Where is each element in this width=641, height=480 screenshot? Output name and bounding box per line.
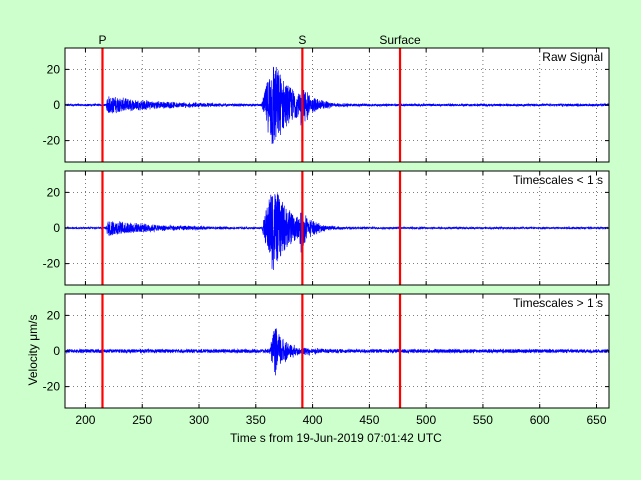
signal-trace	[65, 193, 609, 270]
phase-marker-label: S	[298, 33, 306, 47]
y-tick-label: -20	[43, 257, 61, 271]
panel-title: Raw Signal	[542, 50, 603, 64]
x-tick-label: 450	[359, 413, 379, 427]
panel-1: -20 0 20 Raw Signal P S Surface	[43, 33, 610, 163]
y-tick-label: 0	[53, 98, 60, 112]
panel-title: Timescales > 1 s	[513, 296, 603, 310]
x-tick-label: 350	[246, 413, 266, 427]
x-tick-label: 600	[530, 413, 550, 427]
x-tick-label: 650	[586, 413, 606, 427]
x-tick-label: 550	[473, 413, 493, 427]
y-tick-label: 0	[53, 344, 60, 358]
x-tick-label: 500	[416, 413, 436, 427]
y-tick-label: 20	[47, 62, 61, 76]
x-tick-label: 200	[75, 413, 95, 427]
x-axis-label: Time s from 19-Jun-2019 07:01:42 UTC	[230, 431, 442, 445]
panel-title: Timescales < 1 s	[513, 173, 603, 187]
phase-marker-label: P	[98, 33, 106, 47]
x-tick-label: 250	[132, 413, 152, 427]
x-tick-label: 300	[189, 413, 209, 427]
signal-trace	[65, 328, 609, 376]
y-tick-label: 0	[53, 221, 60, 235]
phase-marker-label: Surface	[379, 33, 421, 47]
signal-trace	[65, 66, 609, 144]
y-tick-label: -20	[43, 380, 61, 394]
y-tick-label: -20	[43, 134, 61, 148]
y-tick-label: 20	[47, 185, 61, 199]
panel-2: -20 0 20 Timescales < 1 s	[43, 170, 610, 286]
x-tick-label: 400	[303, 413, 323, 427]
y-axis-label: Velocity μm/s	[26, 315, 40, 386]
y-tick-label: 20	[47, 308, 61, 322]
panel-3: -20 0 20 Timescales > 1 s 200 250 300 350 400 450…	[43, 293, 610, 427]
panels: -20 0 20 Raw Signal P S Surface -20 0 20 Timescale…	[43, 33, 610, 427]
